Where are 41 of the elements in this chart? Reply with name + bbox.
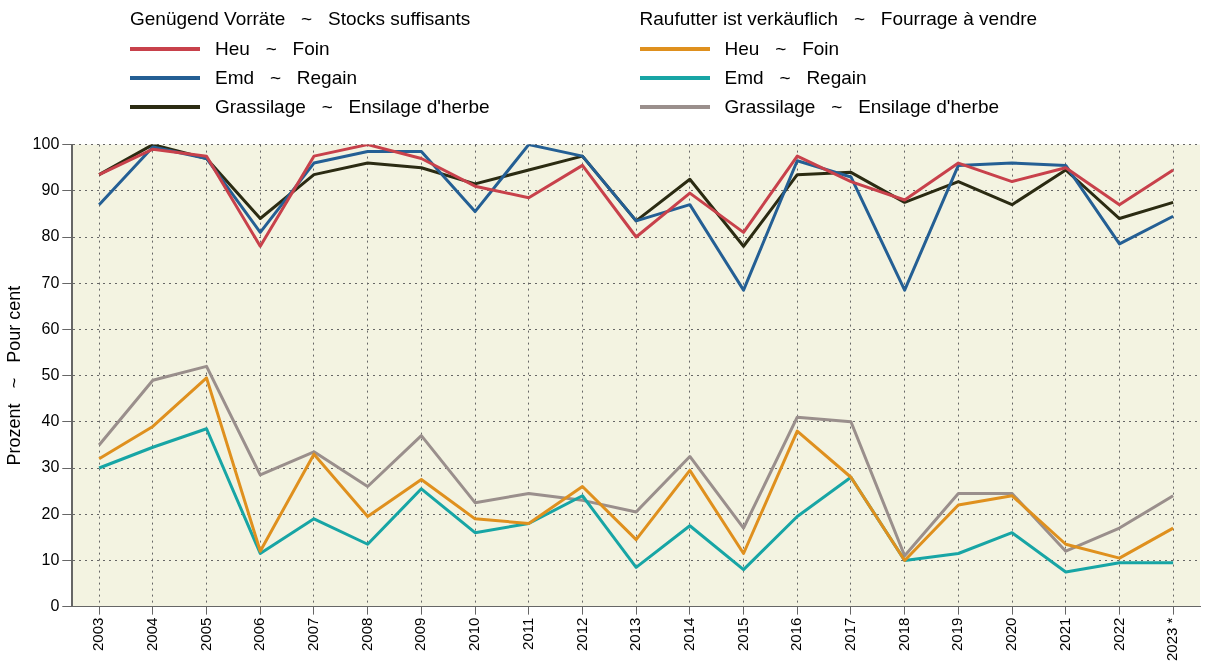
- y-axis-title: Prozent ~ Pour cent: [3, 285, 24, 466]
- x-tick-label: 2011: [518, 617, 536, 650]
- legend-label: Emd ~ Regain: [215, 66, 358, 89]
- y-tick-label: 70: [41, 273, 60, 291]
- x-tick-label: 2021: [1055, 617, 1073, 651]
- x-tick-label: 2019: [948, 617, 966, 651]
- x-tick-label: 2023 *: [1163, 617, 1181, 661]
- y-tick-label: 80: [41, 227, 60, 245]
- text: Raufutter ist verkäuflich ~ Fourrage à vendre: [639, 8, 1038, 30]
- y-tick-label: 90: [41, 181, 60, 199]
- y-tick-label: 0: [50, 597, 60, 615]
- y-tick-label: 100: [32, 135, 60, 153]
- legend-label: Emd ~ Regain: [724, 66, 867, 89]
- x-tick-label: 2014: [679, 617, 697, 651]
- y-tick-label: 10: [41, 550, 60, 568]
- x-tick-label: 2004: [142, 617, 160, 651]
- y-tick-label: 30: [41, 458, 60, 476]
- x-tick-label: 2007: [304, 617, 322, 651]
- x-tick-label: 2009: [411, 617, 429, 651]
- x-tick-label: 2012: [572, 617, 590, 651]
- x-tick-label: 2008: [357, 617, 375, 651]
- x-tick-label: 2020: [1002, 617, 1020, 651]
- y-tick-label: 40: [41, 412, 60, 430]
- x-tick-label: 2013: [626, 617, 644, 651]
- legend-label: Heu ~ Foin: [724, 37, 840, 60]
- x-tick-label: 2006: [250, 617, 268, 651]
- x-tick-label: 2018: [894, 617, 912, 651]
- x-tick-label: 2003: [89, 617, 107, 651]
- legend-label: Grassilage ~ Ensilage d'herbe: [215, 95, 490, 118]
- x-tick-label: 2015: [733, 617, 751, 651]
- x-tick-label: 2016: [787, 617, 805, 651]
- x-tick-label: 2005: [196, 617, 214, 651]
- x-tick-label: 2010: [465, 617, 483, 651]
- y-tick-label: 20: [41, 504, 60, 522]
- x-tick-label: 2017: [841, 617, 859, 651]
- y-tick-label: 50: [41, 366, 60, 384]
- text: Genügend Vorräte ~ Stocks suffisants: [130, 8, 472, 30]
- legend-label: Grassilage ~ Ensilage d'herbe: [724, 95, 1000, 118]
- y-tick-label: 60: [41, 319, 60, 337]
- legend-label: Heu ~ Foin: [215, 37, 330, 60]
- x-tick-label: 2022: [1109, 617, 1127, 651]
